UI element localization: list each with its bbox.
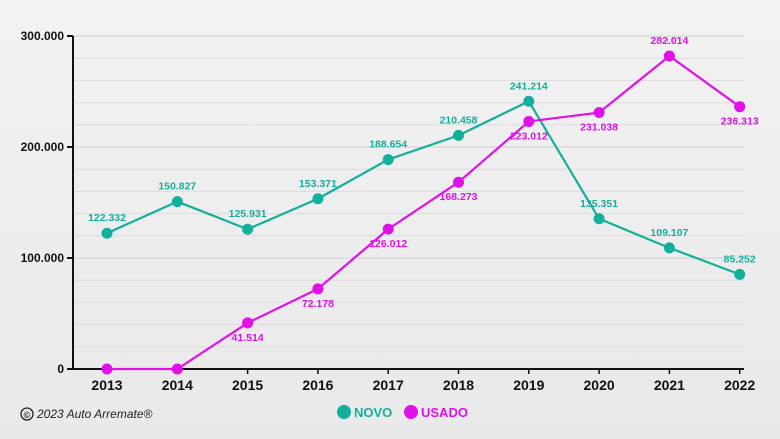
data-label-usado: 41.514 [232, 332, 264, 344]
data-point-novo [453, 129, 464, 141]
series-lines [106, 54, 741, 371]
copyright-text: 2023 Auto Arremate® [36, 407, 153, 421]
data-point-novo [101, 227, 113, 239]
gridlines [73, 35, 744, 348]
y-tick-label: 0 [57, 362, 64, 376]
data-point-novo [242, 223, 254, 235]
data-point-usado [523, 115, 535, 127]
data-point-usado [453, 176, 464, 188]
x-tick-label: 2020 [584, 377, 615, 393]
series-line-usado [107, 54, 741, 371]
x-tick-label: 2022 [724, 377, 755, 393]
data-point-usado [382, 223, 394, 235]
series-points [101, 50, 746, 375]
legend-label-usado: USADO [421, 405, 468, 420]
data-label-novo: 109.107 [650, 227, 688, 239]
data-label-usado: 231.038 [580, 122, 618, 134]
data-point-novo [382, 154, 394, 166]
data-label-novo: 241.214 [510, 80, 548, 92]
data-label-usado: 126.012 [369, 238, 407, 250]
data-point-novo [171, 196, 183, 208]
data-label-novo: 85.252 [724, 253, 756, 265]
footer: © 2023 Auto Arremate® [20, 407, 153, 421]
data-label-usado: 223.012 [510, 130, 548, 142]
x-tick-label: 2016 [302, 377, 333, 393]
data-point-novo [663, 242, 675, 254]
data-point-novo [523, 95, 535, 107]
y-axis-ticks: 0 100.000 200.000 300.000 [21, 29, 73, 376]
y-tick-label: 200.000 [21, 140, 65, 154]
data-label-novo: 153.371 [299, 178, 337, 190]
data-label-usado: 282.014 [650, 35, 688, 47]
data-labels: 122.332 150.827 125.931 153.371 188.654 210.4… [88, 35, 759, 344]
x-tick-label: 2013 [91, 377, 122, 393]
data-label-novo: 135.351 [580, 198, 618, 210]
data-label-novo: 125.931 [229, 208, 267, 220]
y-tick-label: 300.000 [21, 29, 65, 43]
x-tick-label: 2015 [232, 377, 263, 393]
y-tick-label: 100.000 [21, 251, 65, 265]
data-point-usado [312, 283, 324, 295]
data-label-usado: 236.313 [721, 116, 759, 128]
data-label-usado: 168.273 [440, 191, 478, 203]
data-label-novo: 210.458 [440, 114, 478, 126]
x-tick-label: 2018 [443, 377, 474, 393]
legend: NOVO USADO [337, 405, 468, 420]
legend-marker-usado [404, 405, 418, 419]
data-point-usado [242, 317, 254, 329]
series-line-novo [106, 100, 741, 276]
x-tick-label: 2014 [162, 377, 193, 393]
axes [72, 36, 744, 370]
x-tick-label: 2021 [654, 377, 685, 393]
data-point-usado [171, 363, 183, 375]
copyright-icon [20, 407, 34, 421]
x-axis-ticks: 2013 2014 2015 2016 2017 2018 2019 2020 2021 2022 [91, 369, 755, 393]
x-tick-label: 2019 [513, 377, 544, 393]
copyright-symbol: © [24, 410, 31, 420]
data-point-usado [663, 50, 675, 62]
data-point-usado [734, 101, 746, 113]
data-label-novo: 122.332 [88, 212, 126, 224]
data-label-novo: 150.827 [158, 181, 196, 193]
x-tick-label: 2017 [373, 377, 404, 393]
data-point-novo [312, 193, 324, 205]
data-point-usado [101, 363, 113, 375]
data-point-usado [593, 107, 605, 119]
data-point-novo [593, 213, 605, 225]
legend-marker-novo [337, 405, 351, 419]
data-point-novo [734, 268, 746, 280]
legend-label-novo: NOVO [354, 405, 392, 420]
data-label-usado: 72.178 [302, 298, 334, 310]
data-label-novo: 188.654 [369, 139, 407, 151]
